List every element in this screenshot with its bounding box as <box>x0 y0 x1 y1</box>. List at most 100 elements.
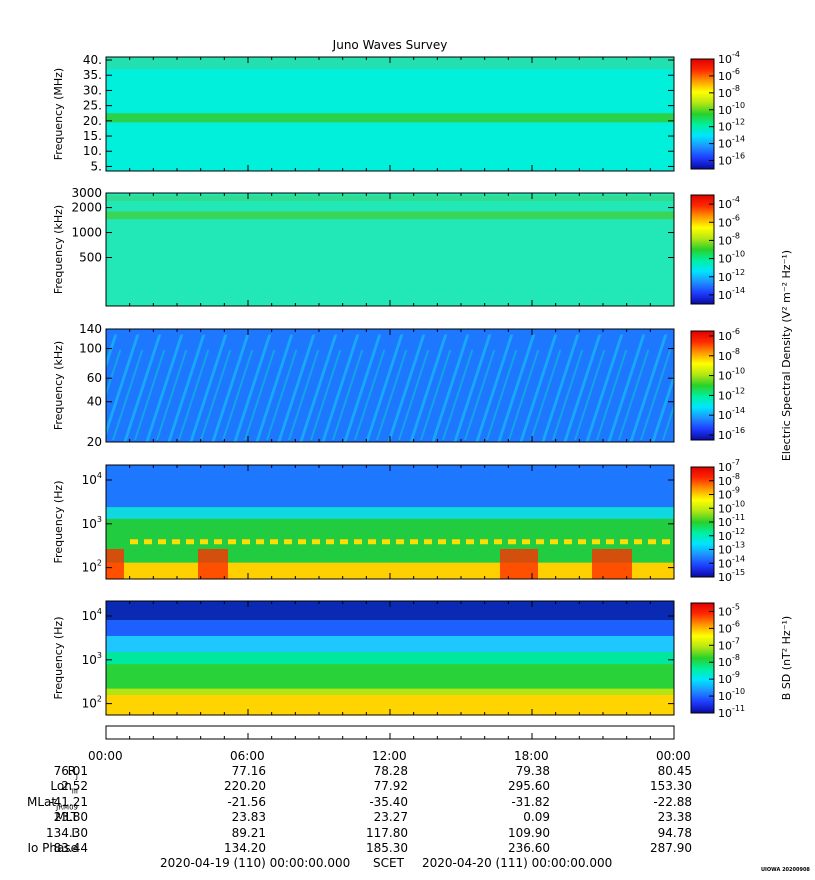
ephemeris-value: 153.30 <box>650 779 692 794</box>
ephemeris-value: 23.38 <box>657 810 692 825</box>
ephemeris-value: 295.60 <box>508 779 550 794</box>
ephemeris-value: 2.52 <box>61 779 88 794</box>
ephemeris-label: LonIII <box>50 779 78 796</box>
y-tick-label: 25. <box>83 99 102 113</box>
colorbar-tick-label: 10-6 <box>718 327 740 343</box>
emission-dot <box>340 539 348 545</box>
ephemeris-value: 23.80 <box>53 810 88 825</box>
panel-background <box>106 193 674 306</box>
emission-dot <box>284 539 292 545</box>
colorbar-tick-label: 10-6 <box>718 213 740 229</box>
ephemeris-value: 134.30 <box>46 825 88 840</box>
emission-band <box>106 211 674 220</box>
chart-title: Juno Waves Survey <box>332 38 448 52</box>
ephemeris-value: 78.28 <box>373 764 408 778</box>
y-axis-label: Frequency (kHz) <box>52 341 65 430</box>
ephemeris-value: 80.45 <box>657 764 692 778</box>
burst-patch <box>198 549 228 579</box>
emission-dot <box>172 539 180 545</box>
colorbar <box>690 330 715 441</box>
ephemeris-value: 77.16 <box>231 764 266 778</box>
emission-dot <box>606 539 614 545</box>
time-start-label: 2020-04-19 (110) 00:00:00.000 <box>160 856 351 870</box>
y-tick-label: 20. <box>83 114 102 128</box>
ephemeris-value: 185.30 <box>366 841 408 855</box>
time-tick-label: 00:00 <box>656 749 691 763</box>
emission-dot <box>564 539 572 545</box>
emission-dot <box>368 539 376 545</box>
emission-dot <box>410 539 418 545</box>
emission-dot <box>382 539 390 545</box>
emission-dot <box>620 539 628 545</box>
ephemeris-label: Io Phase <box>27 841 78 855</box>
emission-band <box>106 465 674 508</box>
emission-dot <box>256 539 264 545</box>
emission-streaks <box>106 334 674 442</box>
y-axis-label: Frequency (MHz) <box>52 68 65 160</box>
emission-dot <box>326 539 334 545</box>
ephemeris-value: 109.90 <box>508 825 550 840</box>
emission-dot <box>494 539 502 545</box>
emission-dot <box>242 539 250 545</box>
y-tick-label: 140 <box>79 322 102 336</box>
colorbar-tick-label: 10-10 <box>718 250 745 266</box>
uiowa-stamp: UIOWA 20200908 <box>761 867 810 873</box>
ephemeris-value: 287.90 <box>650 841 692 855</box>
y-axis-label: Frequency (kHz) <box>52 205 65 294</box>
colorbar <box>690 58 715 170</box>
ephemeris-value: 236.60 <box>508 841 550 855</box>
colorbar-tick-label: 10-8 <box>718 347 740 363</box>
emission-dot <box>522 539 530 545</box>
spectrogram-panels: 40.35.30. 25.20.15.10.5. Frequency (MHz) 10… <box>52 50 793 720</box>
colorbar-title: Electric Spectral Density (V² m⁻² Hz⁻¹) <box>780 250 793 461</box>
y-tick-label: 60 <box>87 371 102 385</box>
colorbar-tick-label: 10-8 <box>718 84 740 100</box>
y-tick-label: 15. <box>83 129 102 143</box>
time-tick-label: 18:00 <box>514 749 549 763</box>
emission-dot <box>480 539 488 545</box>
emission-dot <box>200 539 208 545</box>
emission-dot <box>396 539 404 545</box>
colorbar <box>690 194 715 305</box>
emission-dot <box>508 539 516 545</box>
emission-dot <box>466 539 474 545</box>
y-axis-label: Frequency (Hz) <box>52 617 65 700</box>
emission-dot <box>354 539 362 545</box>
emission-band <box>106 113 674 123</box>
ephemeris-value: -35.40 <box>369 794 408 809</box>
emission-dot <box>424 539 432 545</box>
emission-band <box>106 688 674 695</box>
emission-dot <box>298 539 306 545</box>
emission-dot <box>662 539 670 545</box>
y-tick-label: 2000 <box>71 201 102 215</box>
scet-label: SCET <box>373 856 404 870</box>
emission-dot <box>550 539 558 545</box>
colorbar-tick-label: 10-10 <box>718 367 745 383</box>
emission-dot <box>452 539 460 545</box>
y-tick-label: 500 <box>79 251 102 265</box>
y-tick-label: 103 <box>82 651 102 667</box>
colorbar-tick-label: 10-14 <box>718 135 745 151</box>
y-tick-label: 40 <box>87 395 102 409</box>
emission-band <box>106 652 674 665</box>
y-tick-label: 5. <box>91 159 102 173</box>
emission-band <box>106 620 674 636</box>
emission-dot <box>270 539 278 545</box>
colorbar-tick-label: 10-9 <box>718 670 740 686</box>
y-tick-label: 40. <box>83 53 102 67</box>
y-tick-label: 104 <box>82 607 102 623</box>
colorbar-tick-label: 10-12 <box>718 118 745 134</box>
emission-dot <box>578 539 586 545</box>
colorbar-tick-label: 10-8 <box>718 231 740 247</box>
colorbar-tick-label: 10-14 <box>718 406 745 422</box>
ephemeris-label: MLatJRM09 <box>27 794 78 812</box>
y-tick-label: 1000 <box>71 226 102 240</box>
colorbar-tick-label: 10-16 <box>718 152 745 168</box>
colorbar-tick-label: 10-14 <box>718 286 745 302</box>
emission-dot <box>130 539 138 545</box>
time-tick-label: 12:00 <box>372 749 407 763</box>
emission-dot <box>312 539 320 545</box>
ephemeris-label-subscript: JRM09 <box>56 803 78 812</box>
